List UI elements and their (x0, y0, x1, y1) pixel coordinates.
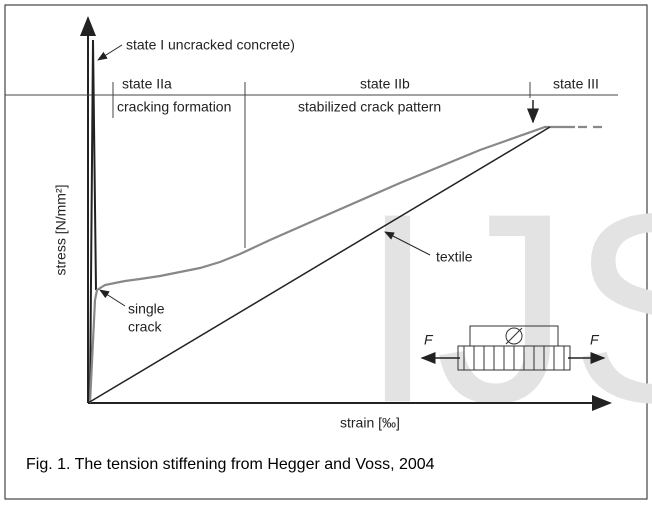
frame (4, 4, 648, 500)
caption: Fig. 1. The tension stiffening from Hegg… (26, 456, 435, 473)
y-axis-label: stress [N/mm²] (53, 185, 69, 276)
watermark: IJS (360, 158, 652, 459)
x-axis-label: strain [‰] (340, 415, 400, 431)
uncracked-curve (89, 39, 97, 404)
label: state IIa (122, 76, 172, 92)
label: stabilized crack pattern (298, 99, 441, 115)
label: cracking formation (117, 99, 231, 115)
textile-line (87, 126, 551, 404)
label: state I uncracked concrete) (126, 37, 295, 53)
leader (99, 289, 126, 307)
label: state IIb (360, 76, 410, 92)
label: crack (128, 319, 162, 335)
label: F (590, 332, 600, 348)
label: single (128, 301, 165, 317)
label: textile (436, 249, 473, 265)
leader (97, 44, 123, 61)
label: F (424, 332, 434, 348)
composite-curve (88, 125, 575, 404)
dimension-ticks (112, 82, 531, 248)
leader (384, 231, 431, 256)
label: state III (553, 76, 599, 92)
